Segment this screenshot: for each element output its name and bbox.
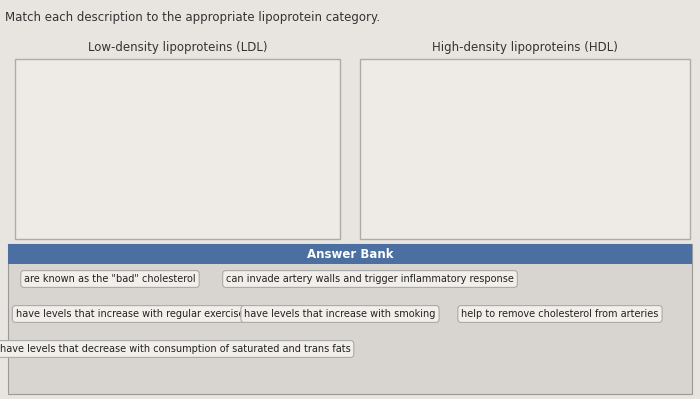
Bar xyxy=(360,59,690,239)
Text: can invade artery walls and trigger inflammatory response: can invade artery walls and trigger infl… xyxy=(226,274,514,284)
Bar xyxy=(8,244,692,394)
Text: Low-density lipoproteins (LDL): Low-density lipoproteins (LDL) xyxy=(88,41,267,54)
Text: have levels that increase with smoking: have levels that increase with smoking xyxy=(244,309,435,319)
Text: Answer Bank: Answer Bank xyxy=(307,247,393,261)
Text: have levels that increase with regular exercise: have levels that increase with regular e… xyxy=(15,309,244,319)
Bar xyxy=(8,244,692,264)
Text: help to remove cholesterol from arteries: help to remove cholesterol from arteries xyxy=(461,309,659,319)
Bar xyxy=(15,59,340,239)
Text: are known as the "bad" cholesterol: are known as the "bad" cholesterol xyxy=(25,274,196,284)
Text: Match each description to the appropriate lipoprotein category.: Match each description to the appropriat… xyxy=(5,11,380,24)
Text: High-density lipoproteins (HDL): High-density lipoproteins (HDL) xyxy=(432,41,618,54)
Text: have levels that decrease with consumption of saturated and trans fats: have levels that decrease with consumpti… xyxy=(0,344,351,354)
